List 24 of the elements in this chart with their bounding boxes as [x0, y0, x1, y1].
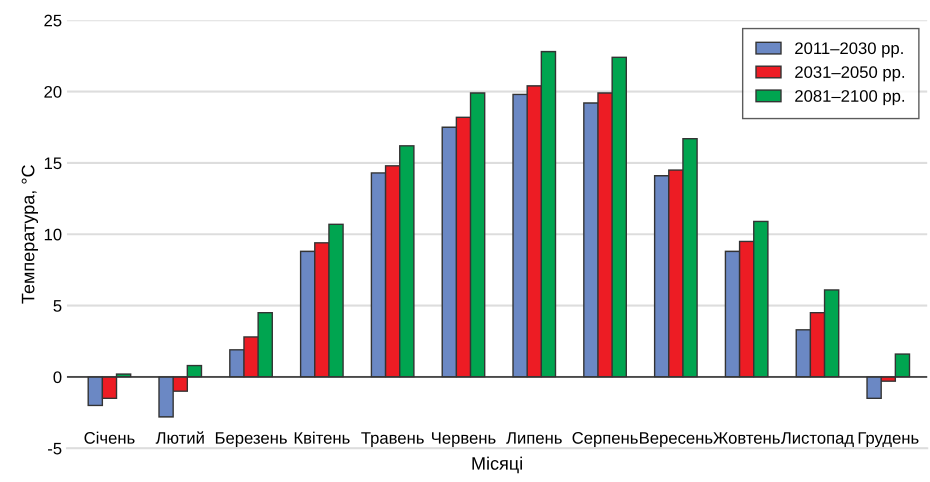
- x-tick-label: Листопад: [780, 432, 854, 447]
- x-axis-title: Місяці: [472, 456, 522, 474]
- y-tick-label: 10: [44, 228, 62, 240]
- legend-label: 2031–2050 рр.: [795, 66, 904, 82]
- y-tick-label: 0: [53, 371, 62, 384]
- y-tick-label: 25: [44, 14, 62, 26]
- y-tick-label: -5: [48, 442, 62, 454]
- y-tick-label: 15: [44, 157, 62, 170]
- x-tick-label: Жовтень: [713, 432, 780, 444]
- x-tick-label: Лютий: [156, 431, 204, 444]
- y-tick-label: 20: [44, 86, 62, 98]
- x-tick-label: Червень: [432, 432, 496, 448]
- y-tick-label: 5: [53, 300, 62, 312]
- x-tick-label: Вересень: [640, 432, 712, 448]
- x-tick-label: Липень: [506, 432, 562, 444]
- y-axis-title: Температура, °C: [22, 165, 38, 304]
- x-tick-label: Березень: [216, 432, 287, 448]
- x-tick-label: Травень: [361, 432, 424, 448]
- x-tick-label: Серпень: [572, 432, 638, 448]
- legend-label: 2081–2100 рр.: [795, 90, 904, 106]
- x-tick-label: Грудень: [858, 432, 918, 448]
- x-tick-label: Січень: [84, 432, 135, 444]
- x-tick-label: Квітень: [294, 432, 350, 444]
- legend-label: 2011–2030 рр.: [795, 42, 903, 58]
